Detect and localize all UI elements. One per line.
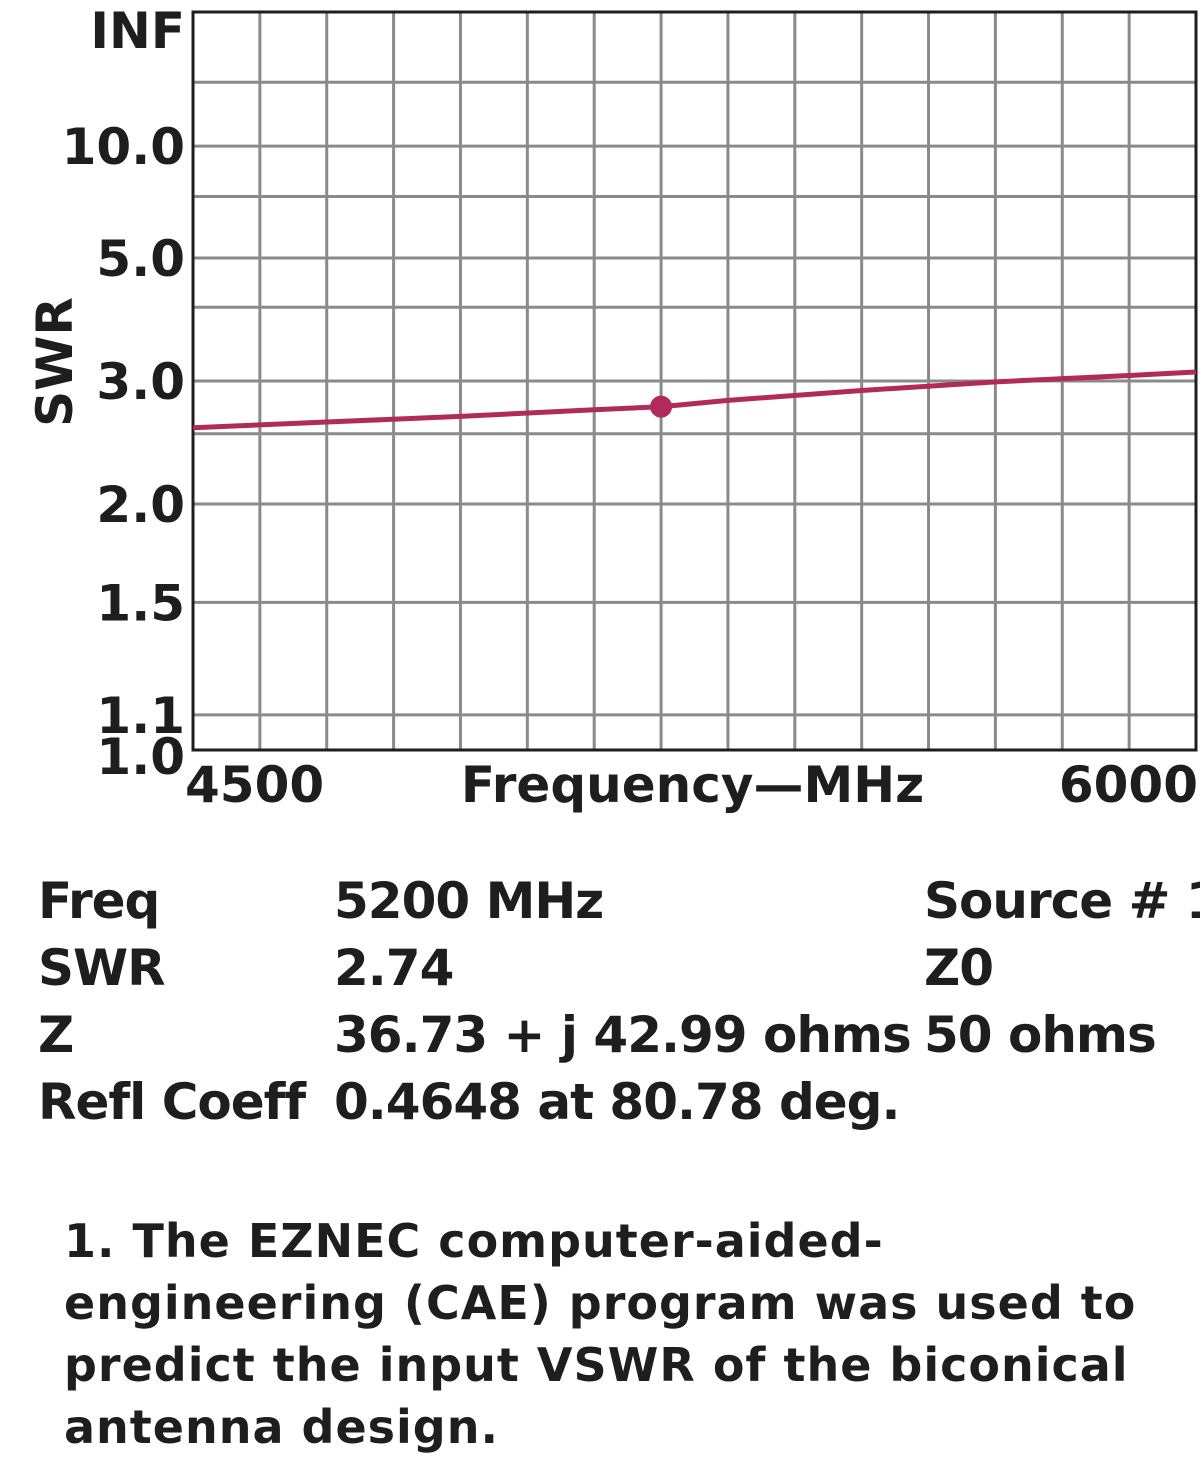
- swr-chart: INF 10.0 5.0 3.0 2.0 1.5 1.11.0 4500 6000 SWR F…: [26, 2, 1198, 814]
- readout-label: SWR: [38, 939, 166, 997]
- y-tick-label: 5.0: [96, 230, 185, 288]
- readout-extra: Z0: [924, 939, 994, 997]
- x-tick-labels: 4500 6000: [185, 756, 1198, 814]
- readout-value: 0.4648 at 80.78 deg.: [334, 1073, 900, 1131]
- readout-label: Z: [38, 1006, 74, 1064]
- y-tick-label: INF: [90, 2, 185, 60]
- readout-label: Freq: [38, 872, 160, 930]
- y-tick-label: 1.5: [96, 574, 185, 632]
- swr-marker-point: [650, 395, 673, 418]
- y-tick-labels: INF 10.0 5.0 3.0 2.0 1.5 1.11.0: [62, 2, 185, 786]
- readout-value: 5200 MHz: [334, 872, 604, 930]
- readout-value: 36.73 + j 42.99 ohms: [334, 1006, 912, 1064]
- y-tick-label: 1.0: [96, 728, 185, 786]
- y-axis-label: SWR: [26, 297, 84, 427]
- y-tick-label: 10.0: [62, 118, 185, 176]
- readout-extra: 50 ohms: [924, 1006, 1157, 1064]
- figure-caption: 1. The EZNEC computer-aided-engineering …: [64, 1214, 1137, 1454]
- x-tick-label: 6000: [1059, 756, 1198, 814]
- y-tick-label: 3.0: [96, 353, 185, 411]
- readout-extra: Source # 1: [924, 872, 1200, 930]
- x-tick-label: 4500: [185, 756, 324, 814]
- y-tick-label: 2.0: [96, 476, 185, 534]
- readout-label: Refl Coeff: [38, 1073, 306, 1131]
- readout-value: 2.74: [334, 939, 454, 997]
- x-axis-label: Frequency—MHz: [461, 756, 924, 814]
- plot-frame: [191, 10, 1198, 752]
- y-tick-label: 1.1: [96, 687, 185, 745]
- swr-series-line: [192, 369, 1197, 431]
